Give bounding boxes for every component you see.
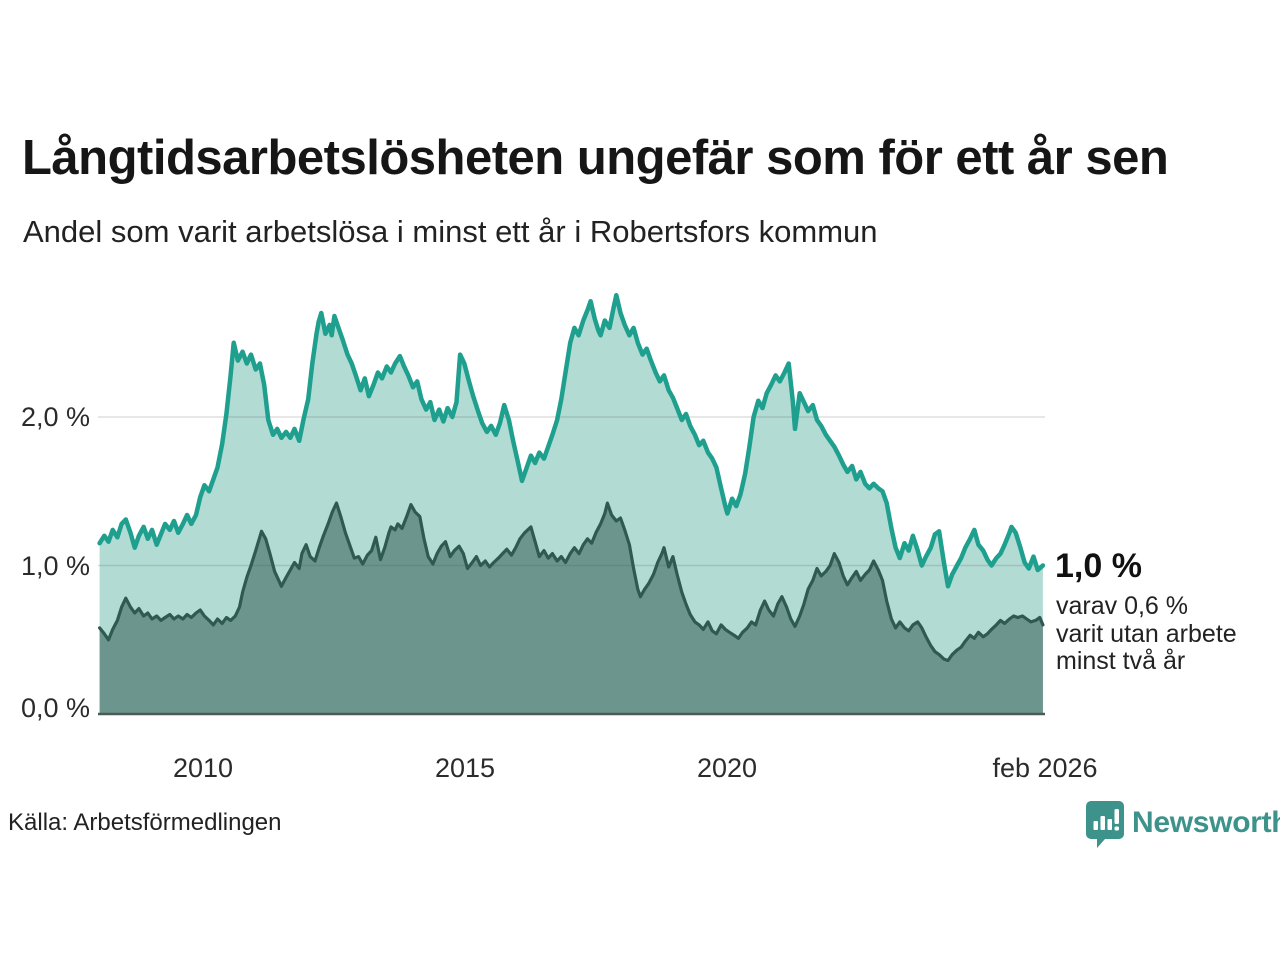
end-value-label: 1,0 %	[1055, 547, 1142, 585]
end-value-subline-1: varav 0,6 %	[1056, 592, 1189, 620]
y-axis-tick-0: 0,0 %	[20, 693, 90, 723]
x-axis-tick-feb-2026: feb 2026	[992, 753, 1098, 783]
newsworthy-logo-icon	[1086, 801, 1124, 848]
x-axis-tick-2010: 2010	[172, 753, 234, 783]
page-subtitle: Andel som varit arbetslösa i minst ett å…	[23, 214, 878, 249]
end-value-sublabel: varav 0,6 % varit utan arbete minst två …	[1056, 592, 1278, 676]
source-credit: Källa: Arbetsförmedlingen	[8, 809, 282, 836]
line-total-min-one-year	[97, 292, 1046, 589]
y-axis-tick-1: 1,0 %	[20, 551, 90, 581]
end-value-subline-3: minst två år	[1056, 647, 1186, 675]
y-axis-tick-2: 2,0 %	[20, 402, 90, 432]
page-title: Långtidsarbetslösheten ungefär som för e…	[22, 131, 1169, 185]
line-subset-min-two-years	[98, 501, 1045, 663]
x-axis-tick-2015: 2015	[434, 753, 496, 783]
area-subset-min-two-years	[99, 503, 1043, 714]
x-axis-tick-2020: 2020	[696, 753, 758, 783]
end-value-subline-2: varit utan arbete	[1056, 619, 1237, 648]
newsworthy-wordmark: Newsworthy	[1132, 806, 1280, 839]
newsworthy-branding: Newsworthy	[1086, 801, 1280, 851]
